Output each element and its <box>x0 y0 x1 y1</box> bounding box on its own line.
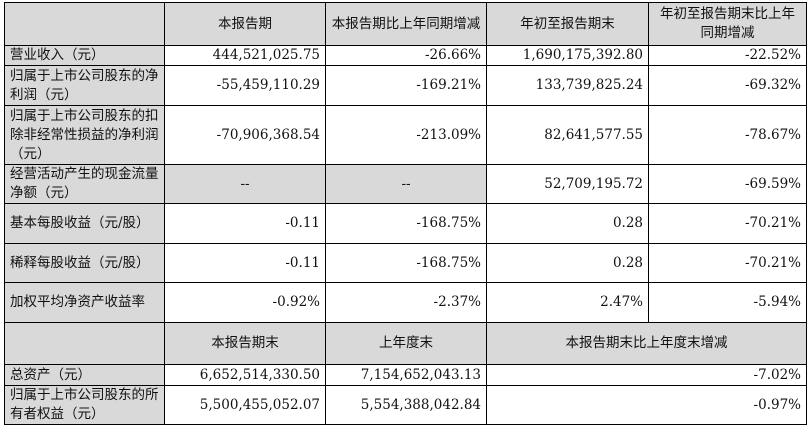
cell: 7,154,652,043.13 <box>325 364 487 386</box>
cell: 52,709,195.72 <box>486 164 649 204</box>
table-row: 加权平均净资产收益率 -0.92% -2.37% 2.47% -5.94% <box>4 282 807 323</box>
col-header: 本报告期末比上年度末增减 <box>486 322 807 365</box>
cell: -0.11 <box>164 243 326 283</box>
header-corner <box>4 322 165 365</box>
col-header: 上年度末 <box>325 322 487 365</box>
header-row: 本报告期 本报告期比上年同期增减 年初至报告期末 年初至报告期末比上年同期增减 <box>4 2 807 46</box>
financial-summary-table: 本报告期 本报告期比上年同期增减 年初至报告期末 年初至报告期末比上年同期增减 … <box>4 2 807 425</box>
cell: -- <box>164 164 326 204</box>
cell: 133,739,825.24 <box>486 65 649 106</box>
table-row: 稀释每股收益（元/股） -0.11 -168.75% 0.28 -70.21% <box>4 243 807 283</box>
cell: -26.66% <box>325 45 487 66</box>
cell: -168.75% <box>325 243 487 283</box>
table-row: 基本每股收益（元/股） -0.11 -168.75% 0.28 -70.21% <box>4 203 807 244</box>
col-header: 年初至报告期末 <box>486 2 649 46</box>
cell: 0.28 <box>486 203 649 244</box>
col-header: 本报告期 <box>164 2 326 46</box>
col-header: 本报告期比上年同期增减 <box>325 2 487 46</box>
cell: -22.52% <box>648 45 807 66</box>
table-row: 归属于上市公司股东的净利润（元） -55,459,110.29 -169.21%… <box>4 65 807 106</box>
cell: -7.02% <box>486 364 807 386</box>
table-row: 总资产（元） 6,652,514,330.50 7,154,652,043.13… <box>4 364 807 386</box>
table-row: 经营活动产生的现金流量净额（元） -- -- 52,709,195.72 -69… <box>4 164 807 204</box>
row-label: 经营活动产生的现金流量净额（元） <box>4 164 165 204</box>
cell: 2.47% <box>486 282 649 323</box>
cell: 82,641,577.55 <box>486 105 649 165</box>
cell: -169.21% <box>325 65 487 106</box>
cell: 1,690,175,392.80 <box>486 45 649 66</box>
row-label: 总资产（元） <box>4 364 165 386</box>
table-row: 营业收入（元） 444,521,025.75 -26.66% 1,690,175… <box>4 45 807 66</box>
cell: -70.21% <box>648 203 807 244</box>
cell: -0.97% <box>486 385 807 425</box>
row-label: 归属于上市公司股东的所有者权益（元） <box>4 385 165 425</box>
cell: 6,652,514,330.50 <box>164 364 326 386</box>
cell: -0.92% <box>164 282 326 323</box>
cell: -69.59% <box>648 164 807 204</box>
row-label: 归属于上市公司股东的净利润（元） <box>4 65 165 106</box>
col-header: 本报告期末 <box>164 322 326 365</box>
cell: -168.75% <box>325 203 487 244</box>
row-label: 营业收入（元） <box>4 45 165 66</box>
header-corner <box>4 2 165 46</box>
cell: -- <box>325 164 487 204</box>
cell: -0.11 <box>164 203 326 244</box>
cell: -69.32% <box>648 65 807 106</box>
table-row: 归属于上市公司股东的所有者权益（元） 5,500,455,052.07 5,55… <box>4 385 807 425</box>
cell: -5.94% <box>648 282 807 323</box>
cell: 0.28 <box>486 243 649 283</box>
header-row-2: 本报告期末 上年度末 本报告期末比上年度末增减 <box>4 322 807 365</box>
cell: -70,906,368.54 <box>164 105 326 165</box>
cell: -70.21% <box>648 243 807 283</box>
cell: 444,521,025.75 <box>164 45 326 66</box>
table-row: 归属于上市公司股东的扣除非经常性损益的净利润（元） -70,906,368.54… <box>4 105 807 165</box>
cell: -78.67% <box>648 105 807 165</box>
row-label: 稀释每股收益（元/股） <box>4 243 165 283</box>
cell: 5,554,388,042.84 <box>325 385 487 425</box>
cell: -55,459,110.29 <box>164 65 326 106</box>
cell: -213.09% <box>325 105 487 165</box>
row-label: 基本每股收益（元/股） <box>4 203 165 244</box>
row-label: 归属于上市公司股东的扣除非经常性损益的净利润（元） <box>4 105 165 165</box>
row-label: 加权平均净资产收益率 <box>4 282 165 323</box>
cell: -2.37% <box>325 282 487 323</box>
col-header: 年初至报告期末比上年同期增减 <box>648 2 807 46</box>
cell: 5,500,455,052.07 <box>164 385 326 425</box>
